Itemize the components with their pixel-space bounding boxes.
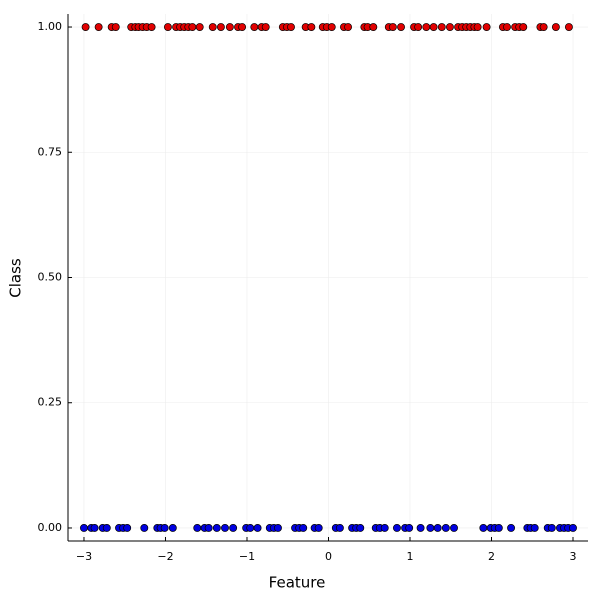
point (335, 524, 344, 532)
point (416, 524, 425, 532)
point (429, 23, 438, 31)
x-tick-label: −3 (76, 550, 92, 563)
point (414, 23, 423, 31)
y-tick-label: 0.75 (38, 145, 63, 158)
y-tick-label: 0.50 (38, 271, 63, 284)
point (393, 524, 401, 532)
point (314, 524, 323, 532)
point (204, 524, 213, 532)
point (80, 524, 88, 532)
point (369, 23, 378, 31)
point (81, 23, 90, 31)
x-tick-label: 1 (406, 550, 413, 563)
x-tick-label: 0 (325, 550, 332, 563)
point (564, 23, 573, 31)
point (111, 23, 120, 31)
point (547, 524, 556, 532)
point (253, 524, 262, 532)
point (238, 23, 247, 31)
point (163, 23, 172, 31)
point (229, 524, 238, 532)
point (195, 23, 204, 31)
point (212, 524, 221, 532)
point (422, 23, 431, 31)
point (503, 23, 511, 31)
x-axis-label: Feature (269, 574, 326, 592)
point (147, 23, 156, 31)
point (437, 23, 446, 31)
point (299, 524, 308, 532)
point (473, 23, 482, 31)
x-tick-label: 2 (488, 550, 495, 563)
point (482, 23, 491, 31)
point (208, 23, 217, 31)
point (221, 524, 229, 532)
point (539, 23, 548, 31)
point (397, 23, 405, 31)
y-axis-label: Class (7, 258, 25, 298)
point (327, 23, 336, 31)
point (530, 524, 539, 532)
y-tick-label: 1.00 (38, 20, 63, 33)
point (445, 23, 454, 31)
point (380, 524, 389, 532)
point (216, 23, 225, 31)
x-tick-label: 3 (570, 550, 577, 563)
point (507, 524, 516, 532)
point (441, 524, 450, 532)
point (388, 23, 397, 31)
point (168, 524, 177, 532)
y-tick-label: 0.25 (38, 396, 63, 409)
point (307, 23, 316, 31)
point (90, 524, 99, 532)
point (246, 524, 255, 532)
point (193, 524, 202, 532)
point (94, 23, 103, 31)
point (405, 524, 414, 532)
point (140, 524, 149, 532)
x-tick-label: −2 (157, 550, 173, 563)
point (274, 524, 282, 532)
point (287, 23, 295, 31)
point (123, 524, 132, 532)
point (160, 524, 169, 532)
point (225, 23, 234, 31)
point (102, 524, 111, 532)
point (479, 524, 488, 532)
x-tick-label: −1 (239, 550, 255, 563)
point (569, 524, 577, 532)
point (494, 524, 503, 532)
point (426, 524, 435, 532)
point (250, 23, 259, 31)
point (551, 23, 560, 31)
point (519, 23, 528, 31)
y-tick-label: 0.00 (38, 521, 63, 534)
point (344, 23, 353, 31)
point (261, 23, 270, 31)
point (450, 524, 458, 532)
point (433, 524, 442, 532)
point (188, 23, 197, 31)
point (356, 524, 365, 532)
